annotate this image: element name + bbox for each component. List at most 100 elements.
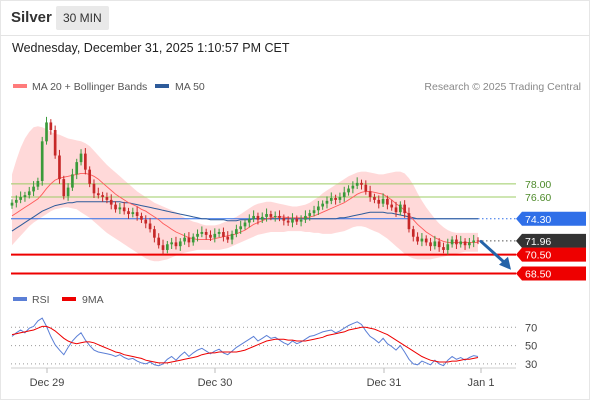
candle-body bbox=[71, 174, 74, 188]
candle bbox=[27, 186, 31, 199]
candle-body bbox=[200, 232, 204, 234]
candle bbox=[14, 195, 18, 208]
candle-body bbox=[174, 242, 178, 247]
timeframe-button[interactable]: 30 MIN bbox=[56, 6, 109, 30]
candle-body bbox=[84, 153, 87, 170]
candle-body bbox=[243, 222, 247, 227]
candle bbox=[235, 224, 238, 238]
candle-body bbox=[317, 206, 320, 211]
candle bbox=[170, 237, 173, 249]
legend-rsi-swatch bbox=[13, 297, 27, 301]
forecast-arrow-shaft bbox=[479, 239, 509, 267]
candle bbox=[468, 237, 471, 249]
candle bbox=[407, 207, 411, 233]
candle-body bbox=[360, 182, 363, 185]
candle-body bbox=[88, 169, 92, 184]
level-tag-pivot bbox=[516, 211, 586, 226]
candle-body bbox=[165, 244, 169, 250]
candle bbox=[299, 215, 303, 227]
candle-body bbox=[45, 122, 48, 142]
legend-ma50-label: MA 50 bbox=[175, 81, 205, 93]
candle-body bbox=[114, 204, 117, 210]
candle-body bbox=[222, 232, 225, 237]
candle bbox=[144, 215, 148, 229]
candle bbox=[373, 193, 376, 204]
candle bbox=[329, 192, 333, 205]
candle bbox=[135, 206, 139, 221]
candle bbox=[247, 214, 251, 228]
candle bbox=[23, 191, 27, 202]
candle bbox=[200, 226, 204, 238]
candle bbox=[187, 232, 191, 248]
candle bbox=[312, 205, 316, 217]
candle bbox=[165, 240, 169, 254]
candle bbox=[455, 235, 458, 249]
candle bbox=[394, 201, 398, 217]
candle bbox=[204, 228, 208, 240]
candle bbox=[122, 201, 126, 215]
candle-body bbox=[75, 162, 79, 175]
candle bbox=[243, 219, 247, 230]
candle bbox=[40, 136, 44, 186]
x-tick-label: Jan 1 bbox=[468, 377, 495, 389]
candle bbox=[75, 158, 79, 180]
candle-body bbox=[62, 179, 66, 197]
forecast-arrow-head bbox=[499, 256, 511, 270]
candle bbox=[217, 228, 221, 238]
candle bbox=[114, 201, 117, 213]
candle-body bbox=[442, 247, 445, 250]
candle-body bbox=[299, 219, 303, 222]
candle bbox=[368, 185, 372, 202]
candle bbox=[364, 180, 368, 195]
candle bbox=[355, 177, 359, 190]
candle bbox=[19, 191, 22, 204]
candle bbox=[183, 233, 186, 245]
candle-body bbox=[92, 183, 96, 194]
candle-body bbox=[342, 192, 346, 198]
candle bbox=[386, 195, 389, 210]
candle bbox=[308, 209, 312, 221]
candle-body bbox=[23, 195, 27, 198]
candle-body bbox=[187, 237, 191, 243]
candle-body bbox=[127, 211, 130, 215]
candle-body bbox=[265, 214, 268, 217]
candle-body bbox=[291, 218, 294, 223]
candle-body bbox=[463, 241, 467, 246]
candle bbox=[260, 212, 264, 224]
candle-body bbox=[135, 212, 139, 216]
candle bbox=[360, 179, 363, 190]
candle-body bbox=[424, 238, 428, 243]
candle bbox=[118, 203, 122, 215]
candle-body bbox=[66, 187, 70, 197]
x-tick-label: Dec 30 bbox=[198, 377, 233, 389]
candle bbox=[58, 149, 61, 184]
candle bbox=[450, 236, 454, 248]
candle bbox=[79, 149, 83, 166]
candle-body bbox=[191, 236, 195, 243]
candle-body bbox=[213, 233, 217, 238]
candle-body bbox=[105, 197, 109, 200]
candle bbox=[390, 200, 394, 211]
candle bbox=[10, 199, 14, 209]
level-tag-last bbox=[516, 233, 586, 248]
candle-body bbox=[386, 198, 389, 205]
candle-body bbox=[27, 191, 31, 196]
candle bbox=[429, 237, 432, 251]
candle bbox=[131, 207, 135, 218]
candle bbox=[351, 181, 355, 194]
candle-body bbox=[394, 207, 398, 213]
candle-body bbox=[209, 234, 212, 238]
candle-body bbox=[325, 200, 329, 204]
candle bbox=[161, 239, 165, 255]
candle bbox=[127, 207, 130, 219]
candle bbox=[437, 238, 441, 252]
candle bbox=[178, 238, 182, 251]
candle bbox=[398, 201, 402, 216]
candle-body bbox=[217, 232, 221, 234]
candle-body bbox=[256, 215, 260, 220]
candle bbox=[230, 230, 234, 245]
candle bbox=[278, 210, 281, 222]
candle-body bbox=[157, 237, 161, 246]
candle bbox=[463, 238, 467, 250]
